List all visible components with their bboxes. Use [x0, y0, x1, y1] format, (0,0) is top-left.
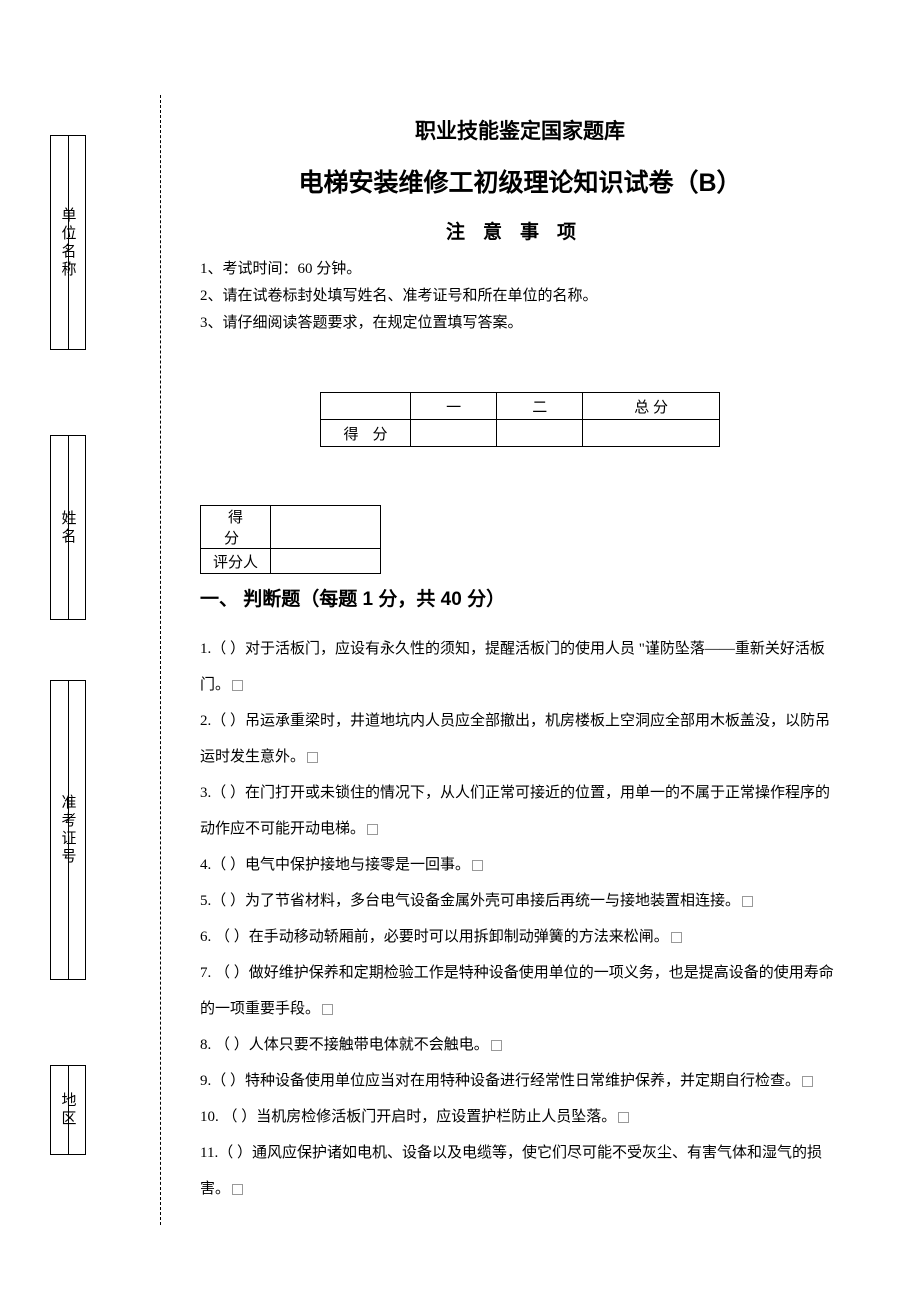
score-summary-wrap: 一 二 总 分 得分 — [200, 392, 840, 477]
section-grader-value — [271, 549, 381, 574]
checkbox-icon — [618, 1112, 629, 1123]
question-item: 9.（ ）特种设备使用单位应当对在用特种设备进行经常性日常维护保养，并定期自行检… — [200, 1063, 840, 1099]
section-score-table: 得分 评分人 — [200, 505, 381, 574]
summary-row-label: 得分 — [321, 420, 411, 447]
score-summary-table: 一 二 总 分 得分 — [320, 392, 720, 447]
question-item: 2.（ ）吊运承重梁时，井道地坑内人员应全部撤出，机房楼板上空洞应全部用木板盖没… — [200, 703, 840, 775]
notice-item: 2、请在试卷标封处填写姓名、准考证号和所在单位的名称。 — [200, 283, 840, 310]
summary-score-1 — [411, 420, 497, 447]
question-item: 5.（ ）为了节省材料，多台电气设备金属外壳可串接后再统一与接地装置相连接。 — [200, 883, 840, 919]
summary-score-total — [583, 420, 720, 447]
summary-col-1: 一 — [411, 393, 497, 420]
checkbox-icon — [491, 1040, 502, 1051]
summary-col-total: 总 分 — [583, 393, 720, 420]
side-box-examid: 准考证号 — [50, 680, 86, 980]
checkbox-icon — [472, 860, 483, 871]
section-grader-label: 评分人 — [201, 549, 271, 574]
question-item: 7. （ ）做好维护保养和定期检验工作是特种设备使用单位的一项义务，也是提高设备… — [200, 955, 840, 1027]
checkbox-icon — [367, 824, 378, 835]
summary-blank — [321, 393, 411, 420]
question-item: 6. （ ）在手动移动轿厢前，必要时可以用拆卸制动弹簧的方法来松闸。 — [200, 919, 840, 955]
question-item: 11.（ ）通风应保护诸如电机、设备以及电缆等，使它们尽可能不受灰尘、有害气体和… — [200, 1135, 840, 1207]
question-item: 10. （ ）当机房检修活板门开启时，应设置护栏防止人员坠落。 — [200, 1099, 840, 1135]
question-list: 1.（ ）对于活板门，应设有永久性的须知，提醒活板门的使用人员 "谨防坠落——重… — [200, 631, 840, 1207]
question-item: 4.（ ）电气中保护接地与接零是一回事。 — [200, 847, 840, 883]
question-item: 3.（ ）在门打开或未锁住的情况下，从人们正常可接近的位置，用单一的不属于正常操… — [200, 775, 840, 847]
section-score-label: 得分 — [201, 506, 271, 549]
notice-item: 1、考试时间：60 分钟。 — [200, 256, 840, 283]
summary-score-2 — [497, 420, 583, 447]
notice-list: 1、考试时间：60 分钟。 2、请在试卷标封处填写姓名、准考证号和所在单位的名称… — [200, 256, 840, 337]
fold-line — [160, 95, 161, 1225]
question-item: 8. （ ）人体只要不接触带电体就不会触电。 — [200, 1027, 840, 1063]
checkbox-icon — [802, 1076, 813, 1087]
checkbox-icon — [742, 896, 753, 907]
section-score-value — [271, 506, 381, 549]
super-title: 职业技能鉴定国家题库 — [200, 115, 840, 145]
main-title: 电梯安装维修工初级理论知识试卷（B） — [200, 163, 840, 199]
side-box-unit: 单位名称 — [50, 135, 86, 350]
section-1-title: 一、 判断题（每题 1 分，共 40 分） — [200, 584, 840, 611]
notice-item: 3、请仔细阅读答题要求，在规定位置填写答案。 — [200, 310, 840, 337]
checkbox-icon — [671, 932, 682, 943]
side-box-name: 姓名 — [50, 435, 86, 620]
checkbox-icon — [232, 1184, 243, 1195]
side-box-region: 地区 — [50, 1065, 86, 1155]
main-content: 职业技能鉴定国家题库 电梯安装维修工初级理论知识试卷（B） 注意事项 1、考试时… — [200, 115, 840, 1207]
summary-col-2: 二 — [497, 393, 583, 420]
checkbox-icon — [232, 680, 243, 691]
question-item: 1.（ ）对于活板门，应设有永久性的须知，提醒活板门的使用人员 "谨防坠落——重… — [200, 631, 840, 703]
checkbox-icon — [322, 1004, 333, 1015]
notice-heading: 注意事项 — [200, 217, 840, 244]
checkbox-icon — [307, 752, 318, 763]
